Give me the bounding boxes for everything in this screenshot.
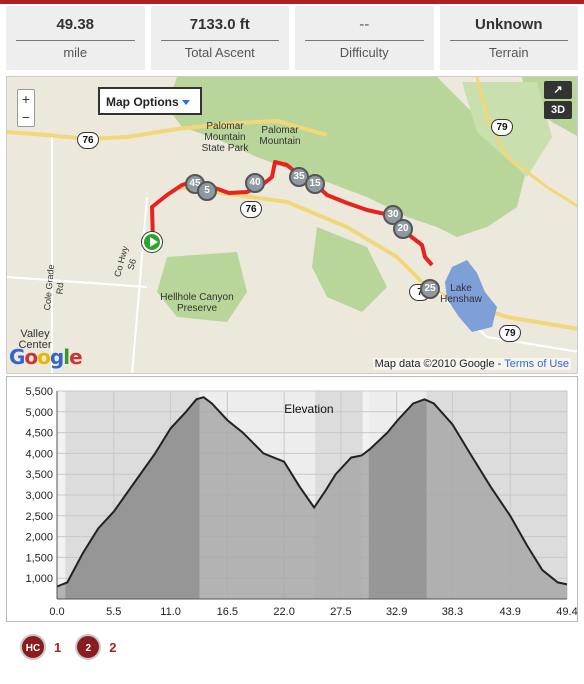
cat2-climb-icon: 2 bbox=[75, 634, 102, 660]
y-tick-label: 5,000 bbox=[25, 407, 53, 419]
map-options-dropdown[interactable]: Map Options bbox=[98, 87, 202, 115]
place-lake-henshaw: Lake Henshaw bbox=[440, 283, 482, 305]
highway-shield: 79 bbox=[491, 119, 513, 136]
terms-of-use-link[interactable]: Terms of Use bbox=[504, 358, 569, 370]
chart-title: Elevation bbox=[284, 402, 333, 416]
divider bbox=[160, 40, 279, 41]
highway-shield: 76 bbox=[240, 201, 262, 218]
road bbox=[7, 276, 148, 288]
x-tick-label: 32.9 bbox=[386, 606, 407, 618]
stat-difficulty-label: Difficulty bbox=[339, 45, 389, 60]
start-play-icon[interactable] bbox=[142, 232, 162, 252]
zoom-control: + − bbox=[17, 89, 35, 127]
stat-terrain-value: Unknown bbox=[475, 16, 543, 33]
attribution-text: Map data ©2010 Google - bbox=[374, 358, 505, 370]
map-canvas[interactable] bbox=[7, 77, 578, 374]
stat-difficulty-value: -- bbox=[359, 16, 370, 33]
hc-climb-count: 1 bbox=[54, 639, 62, 655]
cat2-climb-count: 2 bbox=[109, 639, 117, 655]
x-tick-label: 27.5 bbox=[330, 606, 351, 618]
google-logo: Google bbox=[9, 345, 83, 369]
x-tick-label: 5.5 bbox=[106, 606, 121, 618]
stat-difficulty: -- Difficulty bbox=[295, 6, 434, 70]
place-valley-center: Valley Center bbox=[18, 328, 52, 351]
elevation-chart[interactable]: 1,000 1,500 2,000 2,500 3,000 3,500 4,000 4,500… bbox=[6, 376, 578, 622]
stat-terrain: Unknown Terrain bbox=[439, 6, 578, 70]
stat-ascent: 7133.0 ft Total Ascent bbox=[150, 6, 289, 70]
route-map[interactable]: + − Map Options ↗ 3D Palomar Mountain St… bbox=[6, 76, 578, 374]
forest-area bbox=[167, 77, 527, 237]
distance-marker[interactable]: 5 bbox=[197, 181, 217, 201]
stat-terrain-label: Terrain bbox=[488, 45, 529, 60]
map-options-label: Map Options bbox=[106, 95, 179, 109]
distance-marker[interactable]: 15 bbox=[305, 174, 325, 194]
x-tick-label: 49.4 bbox=[556, 606, 577, 618]
zoom-in-button[interactable]: + bbox=[21, 91, 31, 107]
distance-marker[interactable]: 40 bbox=[245, 173, 265, 193]
x-tick-label: 11.0 bbox=[160, 606, 181, 618]
y-tick-label: 1,000 bbox=[25, 573, 53, 585]
map-attribution: Map data ©2010 Google - Terms of Use bbox=[372, 358, 571, 370]
chevron-down-icon bbox=[182, 100, 190, 105]
highway-shield: 79 bbox=[499, 325, 521, 342]
road bbox=[7, 118, 328, 142]
view-3d-button[interactable]: 3D bbox=[544, 101, 572, 119]
highway-shield: 76 bbox=[77, 132, 99, 149]
y-tick-label: 3,500 bbox=[25, 469, 53, 481]
y-tick-label: 2,500 bbox=[25, 511, 53, 523]
stat-distance: 49.38 mile bbox=[6, 6, 145, 70]
x-tick-label: 0.0 bbox=[49, 606, 64, 618]
place-palomar-mountain: Palomar Mountain bbox=[259, 125, 301, 147]
stat-distance-value: 49.38 bbox=[56, 16, 95, 33]
climb-segment-area bbox=[65, 398, 200, 599]
stat-ascent-value: 7133.0 ft bbox=[189, 16, 250, 33]
stats-bar: 49.38 mile 7133.0 ft Total Ascent -- Dif… bbox=[6, 6, 578, 70]
expand-map-button[interactable]: ↗ bbox=[544, 81, 572, 99]
x-tick-label: 43.9 bbox=[500, 606, 521, 618]
divider bbox=[16, 40, 135, 41]
stat-distance-label: mile bbox=[63, 45, 88, 60]
x-tick-label: 38.3 bbox=[442, 606, 463, 618]
divider bbox=[305, 40, 424, 41]
x-tick-label: 22.0 bbox=[273, 606, 294, 618]
y-tick-label: 4,000 bbox=[25, 448, 53, 460]
y-tick-label: 5,500 bbox=[25, 386, 53, 398]
forest-area bbox=[157, 252, 247, 322]
place-hellhole-canyon: Hellhole Canyon Preserve bbox=[160, 292, 234, 314]
place-palomar-state-park: Palomar Mountain State Park bbox=[201, 121, 249, 154]
divider bbox=[449, 40, 568, 41]
x-tick-label: 16.5 bbox=[217, 606, 238, 618]
distance-marker[interactable]: 25 bbox=[420, 279, 440, 299]
forest-area bbox=[312, 227, 387, 312]
climb-legend: HC 1 2 2 bbox=[20, 634, 122, 660]
zoom-out-button[interactable]: − bbox=[21, 109, 31, 125]
lake bbox=[445, 260, 497, 332]
hc-climb-icon: HC bbox=[20, 634, 46, 660]
climb-segment-area bbox=[368, 399, 427, 599]
top-accent-bar bbox=[0, 0, 584, 4]
distance-marker[interactable]: 20 bbox=[393, 219, 413, 239]
elevation-chart-svg: 1,000 1,500 2,000 2,500 3,000 3,500 4,000 4,500… bbox=[25, 386, 577, 618]
elevation-line bbox=[56, 396, 568, 588]
y-tick-label: 2,000 bbox=[25, 532, 53, 544]
y-tick-label: 4,500 bbox=[25, 428, 53, 440]
y-tick-label: 3,000 bbox=[25, 490, 53, 502]
y-tick-label: 1,500 bbox=[25, 552, 53, 564]
stat-ascent-label: Total Ascent bbox=[184, 45, 255, 60]
road bbox=[475, 77, 577, 208]
